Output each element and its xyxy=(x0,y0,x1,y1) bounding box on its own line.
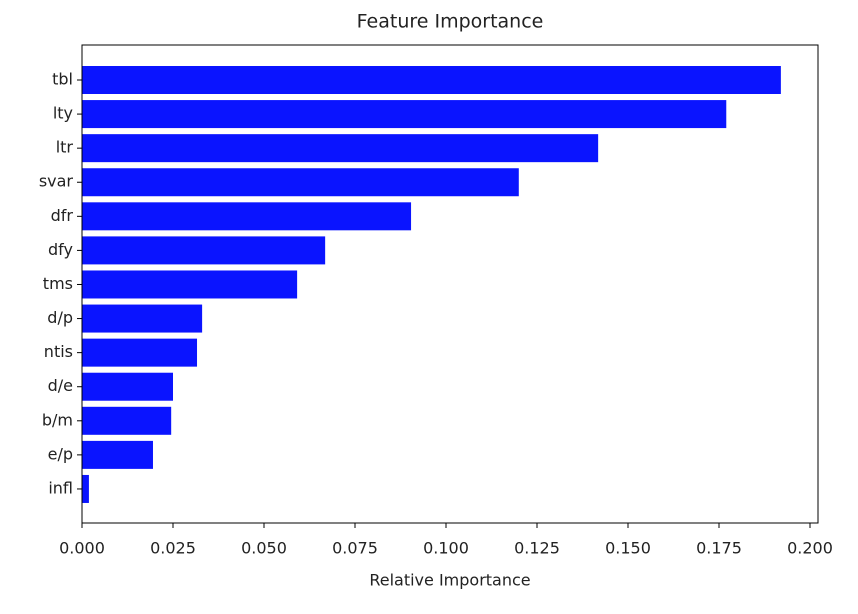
y-tick-label: d/e xyxy=(48,376,73,395)
bar xyxy=(82,236,326,265)
bar xyxy=(82,66,781,94)
y-tick-label: tbl xyxy=(52,70,73,89)
bar xyxy=(82,474,89,503)
y-tick-label: dfy xyxy=(48,240,73,259)
bar xyxy=(82,440,153,469)
x-axis-label: Relative Importance xyxy=(369,571,530,590)
x-tick-label: 0.050 xyxy=(241,539,287,558)
bar xyxy=(82,304,203,333)
bar xyxy=(82,372,173,401)
bar xyxy=(82,168,519,197)
x-tick-label: 0.150 xyxy=(605,539,651,558)
bar xyxy=(82,406,172,435)
x-tick-label: 0.200 xyxy=(787,539,833,558)
y-tick-label: ltr xyxy=(56,138,74,157)
x-tick-label: 0.075 xyxy=(332,539,378,558)
x-tick-label: 0.175 xyxy=(696,539,742,558)
y-tick-label: ntis xyxy=(44,342,73,361)
x-tick-label: 0.025 xyxy=(150,539,196,558)
chart-title: Feature Importance xyxy=(357,11,544,33)
bar xyxy=(82,134,599,163)
bar xyxy=(82,338,198,367)
y-tick-label: d/p xyxy=(47,308,73,327)
bar xyxy=(82,270,298,299)
y-tick-label: svar xyxy=(39,172,74,191)
y-tick-label: e/p xyxy=(48,444,73,463)
bar xyxy=(82,100,727,129)
bar xyxy=(82,202,412,231)
plot-frame xyxy=(81,44,819,524)
x-tick-label: 0.000 xyxy=(59,539,105,558)
y-tick-label: infl xyxy=(48,478,73,497)
y-tick-label: b/m xyxy=(42,410,73,429)
x-tick-label: 0.125 xyxy=(514,539,560,558)
y-tick-label: tms xyxy=(43,274,73,293)
y-tick-label: dfr xyxy=(51,206,74,225)
y-tick-label: lty xyxy=(53,104,73,123)
x-tick-label: 0.100 xyxy=(423,539,469,558)
